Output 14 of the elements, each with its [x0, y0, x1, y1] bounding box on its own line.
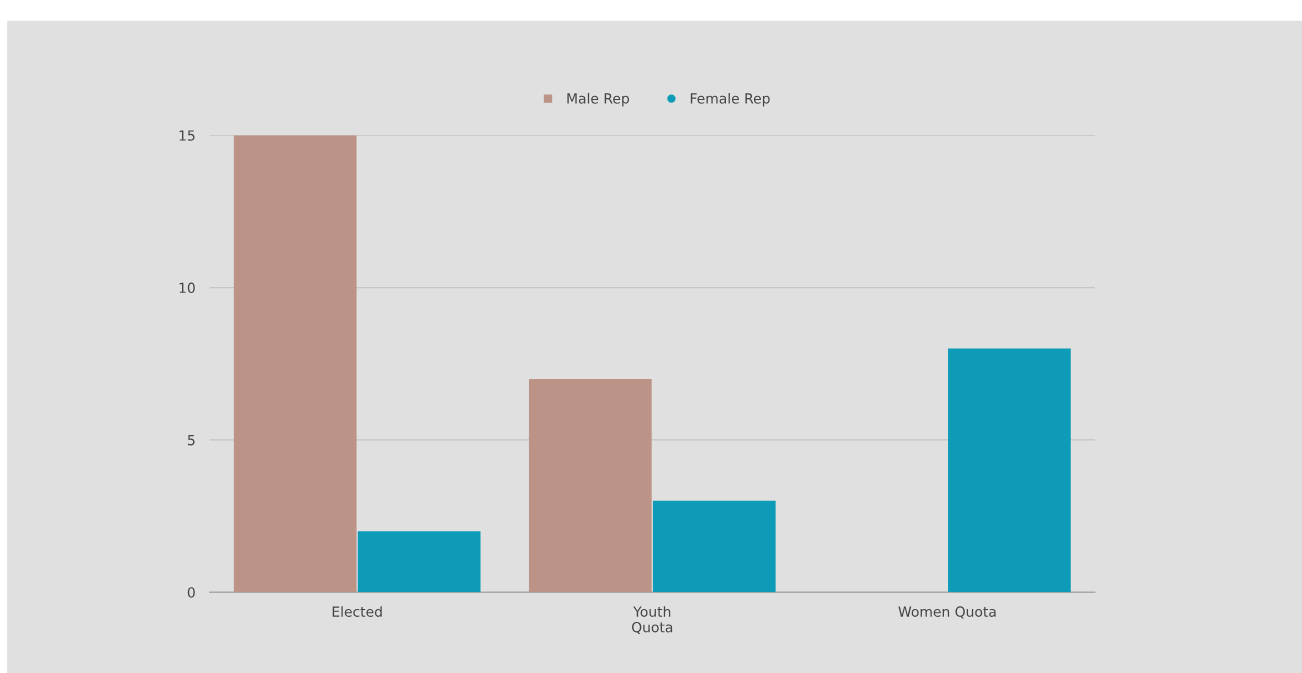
- bar: [652, 500, 776, 593]
- x-tick-label: Youth Quota: [631, 606, 673, 635]
- legend-label: Female Rep: [690, 92, 770, 107]
- y-tick-label: 10: [179, 282, 195, 294]
- y-tick-label: 15: [179, 130, 195, 141]
- x-tick-label: Elected: [332, 606, 382, 617]
- bar: [948, 348, 1071, 593]
- legend-label: Male Rep: [567, 92, 629, 107]
- bar: [357, 531, 481, 593]
- y-tick-label: 0: [187, 587, 195, 598]
- bar: [233, 135, 357, 593]
- y-tick-label: 5: [187, 435, 195, 446]
- bar: [528, 378, 652, 593]
- x-tick-label: Women Quota: [898, 606, 996, 619]
